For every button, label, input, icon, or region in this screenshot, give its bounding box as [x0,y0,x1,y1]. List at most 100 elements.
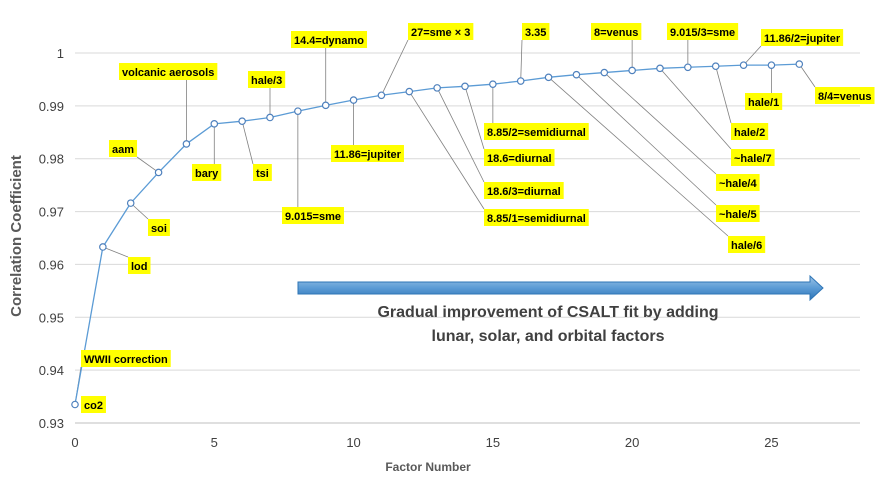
data-point [684,63,692,72]
x-tick-label: 15 [486,435,500,450]
y-tick-label: 0.97 [39,205,64,220]
x-tick-labels: 0 5 10 15 20 25 [71,435,778,450]
label-leader-line [102,246,129,258]
data-point [266,113,274,122]
label-leader-line [464,86,485,150]
data-point [99,243,107,251]
x-tick-label: 0 [71,435,78,450]
data-label-bg [484,123,589,140]
x-tick-label: 5 [211,435,218,450]
data-point [210,120,219,128]
label-leader-line [241,121,254,165]
leader-lines [74,39,816,405]
data-label-bg [484,182,564,199]
y-tick-label: 0.98 [39,152,64,167]
data-label: tsi [256,168,269,180]
data-point [572,70,581,79]
label-leader-line [548,77,729,237]
series-line [74,63,800,405]
x-tick-label: 25 [764,435,778,450]
label-leader-line [130,202,149,220]
y-tick-label: 1 [57,46,64,61]
data-points [71,60,804,409]
label-leader-line [381,39,409,96]
data-label-bg [248,71,286,88]
label-leader-line [408,91,485,210]
data-label: hale/1 [748,97,779,109]
data-label-bg [408,23,474,40]
data-label: aam [112,144,134,156]
data-point [600,68,609,77]
data-label-bg [667,23,739,40]
data-point [739,61,748,69]
label-leader-line [715,66,732,124]
data-label-bg [81,396,106,413]
y-axis-title: Correlation Coefficient [8,155,25,317]
data-point [656,64,664,73]
data-label: 14.4=dynamo [294,35,364,47]
data-label: 9.015/3=sme [670,27,735,39]
label-leader-line [604,72,717,175]
data-point [238,117,246,125]
data-label: ~hale/7 [734,153,772,165]
data-label: 8=venus [594,27,638,39]
y-tick-label: 0.96 [39,257,64,272]
gridlines [75,52,860,371]
data-point [516,77,525,85]
label-leader-line [798,63,816,88]
data-point [489,80,497,88]
data-label: hale/3 [251,75,282,87]
data-label-bg [815,87,875,104]
data-label-bg [192,164,222,181]
data-label-bg [761,29,844,46]
arrow-shape [297,274,824,302]
data-point [711,62,720,71]
label-leader-line [576,74,717,206]
label-leader-line [659,68,732,150]
data-label: 27=sme × 3 [411,27,470,39]
data-point [182,140,191,148]
data-label: 8.85/2=semidiurnal [487,127,586,139]
data-label: hale/6 [731,240,762,252]
data-point [795,60,804,68]
data-label: lod [131,261,148,273]
data-label-bg [728,236,766,253]
data-labels: co2 WWII correction lod soi aam volcanic aero… [81,23,875,413]
data-label: ~hale/4 [719,178,757,190]
data-point [71,400,79,409]
y-tick-labels: 0.93 0.94 0.95 0.96 0.97 0.98 0.99 1 [39,46,64,431]
data-point [154,168,163,177]
label-leader-line [436,87,485,183]
data-label-bg [716,174,760,191]
data-label-bg [591,23,642,40]
y-tick-label: 0.95 [39,310,64,325]
data-label-bg [522,23,550,40]
data-label-bg [128,257,151,274]
data-point [405,87,414,96]
data-label: 18.6=diurnal [487,153,552,165]
x-axis-title: Factor Number [385,460,471,474]
data-label-bg [731,149,775,166]
data-label-bg [291,31,368,48]
data-label: ~hale/5 [719,209,757,221]
data-label-bg [331,145,404,162]
data-label-bg [716,205,760,222]
data-point [461,82,469,91]
annotation-line-1: Gradual improvement of CSALT fit by addi… [377,304,718,321]
data-point [377,91,386,100]
improvement-arrow [297,274,824,302]
y-tick-label: 0.93 [39,416,64,431]
data-label-bg [81,350,171,367]
x-tick-label: 10 [346,435,360,450]
data-label: volcanic aerosols [122,67,214,79]
x-tick-label: 20 [625,435,639,450]
data-point [349,96,358,104]
data-label: WWII correction [84,354,168,366]
data-label: bary [195,168,219,180]
data-point [126,199,135,207]
data-label-bg [731,123,769,140]
data-point [544,73,553,82]
data-label: 11.86=jupiter [334,149,402,161]
data-label: soi [151,223,167,235]
